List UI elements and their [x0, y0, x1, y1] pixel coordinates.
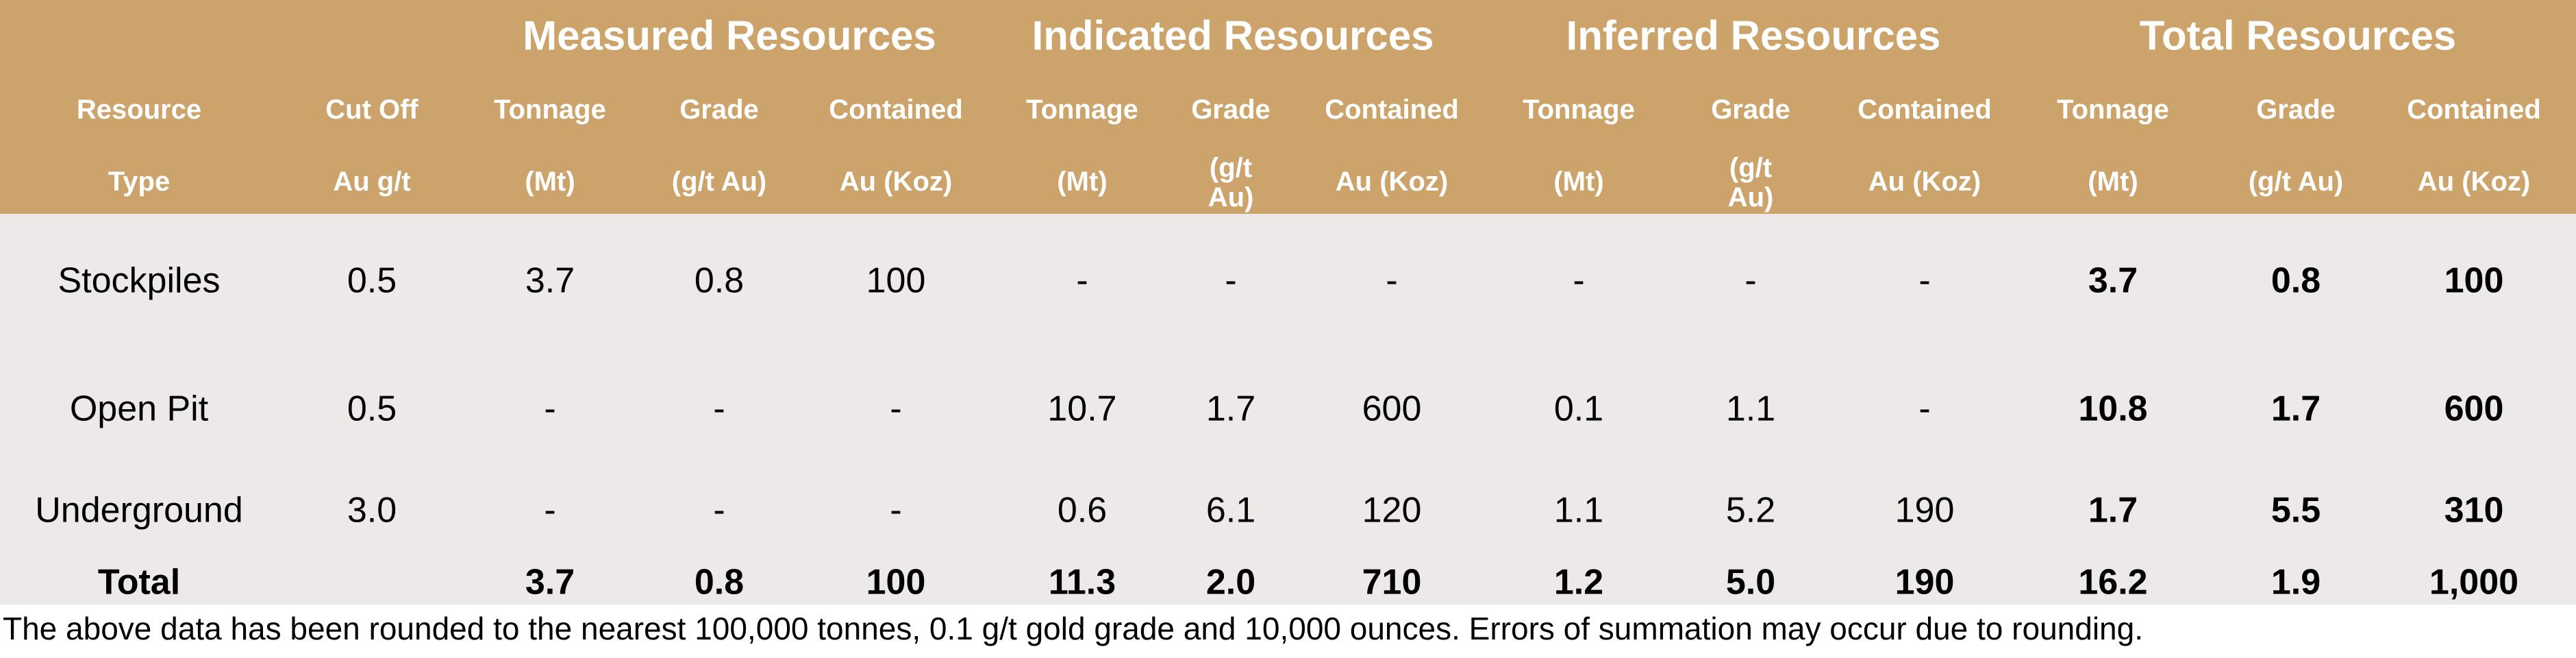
column-header: Resource: [76, 95, 202, 125]
column-header: Grade: [679, 95, 759, 125]
table-cell: 0.5: [347, 389, 397, 429]
table-cell: -: [1918, 389, 1931, 429]
column-header: Tonnage: [1026, 95, 1138, 125]
table-cell: 100: [866, 260, 926, 301]
total-cell: 190: [1895, 562, 1955, 602]
table-cell: 3.7: [2088, 260, 2138, 301]
total-cell: 1.2: [1553, 562, 1604, 602]
table-body: [0, 214, 2576, 605]
table-cell: 5.2: [1725, 490, 1776, 531]
column-header-unit: Type: [108, 167, 171, 197]
table-cell: -: [890, 490, 902, 531]
row-label: Stockpiles: [58, 260, 221, 301]
table-cell: 190: [1895, 490, 1955, 531]
table-cell: -: [1386, 260, 1398, 301]
total-cell: 0.8: [694, 562, 745, 602]
table-cell: 1.7: [1205, 389, 1256, 429]
table-cell: 6.1: [1205, 490, 1256, 531]
column-header-unit: (g/t Au): [671, 167, 767, 197]
group-total: Total Resources: [2139, 12, 2457, 59]
total-cell: 11.3: [1048, 562, 1116, 602]
table-cell: 0.8: [2271, 260, 2321, 301]
total-cell: 3.7: [525, 562, 575, 602]
table-header: [0, 0, 2576, 214]
column-header-unit: Au): [1727, 182, 1774, 212]
table-cell: 10.7: [1047, 389, 1117, 429]
column-header: Tonnage: [494, 95, 606, 125]
table-cell: 1.7: [2088, 490, 2138, 531]
total-label: Total: [97, 562, 181, 602]
table-cell: 120: [1362, 490, 1422, 531]
column-header: Tonnage: [1523, 95, 1635, 125]
total-cell: 710: [1362, 562, 1422, 602]
column-header-unit: Au): [1208, 182, 1254, 212]
total-cell: 1,000: [2429, 562, 2519, 602]
column-header: Grade: [1191, 95, 1271, 125]
column-header-unit: Au (Koz): [2417, 167, 2531, 197]
total-cell: 16.2: [2078, 562, 2148, 602]
group-inferred: Inferred Resources: [1566, 12, 1941, 59]
table-cell: 100: [2444, 260, 2504, 301]
column-header: Contained: [1858, 95, 1992, 125]
group-indicated: Indicated Resources: [1031, 12, 1434, 59]
table-cell: 310: [2444, 490, 2504, 531]
table-cell: -: [1745, 260, 1757, 301]
table-cell: -: [1573, 260, 1585, 301]
table-cell: -: [713, 490, 725, 531]
total-cell: 1.9: [2271, 562, 2321, 602]
table-cell: 5.5: [2271, 490, 2321, 531]
total-cell: 5.0: [1725, 562, 1776, 602]
row-label: Open Pit: [69, 389, 209, 429]
table-cell: 0.6: [1057, 490, 1108, 531]
table-cell: -: [1225, 260, 1237, 301]
footnote: The above data has been rounded to the n…: [3, 611, 2143, 646]
table-cell: -: [544, 389, 556, 429]
column-header-unit: (Mt): [1057, 167, 1108, 197]
column-header-unit: Au (Koz): [1335, 167, 1449, 197]
column-header-unit: (g/t Au): [2248, 167, 2344, 197]
table-cell: 3.7: [525, 260, 575, 301]
column-header-unit: (Mt): [2088, 167, 2138, 197]
table-cell: 1.1: [1725, 389, 1776, 429]
table-cell: -: [544, 490, 556, 531]
column-header-unit: (Mt): [525, 167, 575, 197]
total-cell: 100: [866, 562, 926, 602]
table-cell: 0.5: [347, 260, 397, 301]
table-cell: -: [1918, 260, 1931, 301]
table-cell: -: [1076, 260, 1088, 301]
table-cell: 0.8: [694, 260, 745, 301]
table-cell: -: [713, 389, 725, 429]
column-header-unit: (Mt): [1553, 167, 1604, 197]
row-label: Underground: [35, 490, 243, 531]
table-cell: -: [890, 389, 902, 429]
column-header-unit: Au (Koz): [839, 167, 953, 197]
column-header-unit: Au (Koz): [1868, 167, 1981, 197]
column-header: Tonnage: [2057, 95, 2169, 125]
table-cell: 0.1: [1553, 389, 1604, 429]
table-cell: 600: [1362, 389, 1422, 429]
column-header-unit: Au g/t: [333, 167, 411, 197]
table-cell: 600: [2444, 389, 2504, 429]
column-header: Grade: [1711, 95, 1790, 125]
column-header: Contained: [829, 95, 963, 125]
column-header-unit: (g/t: [1729, 153, 1773, 183]
column-header: Grade: [2256, 95, 2336, 125]
column-header: Cut Off: [325, 95, 418, 125]
column-header: Contained: [1325, 95, 1459, 125]
table-cell: 10.8: [2078, 389, 2148, 429]
table-cell: 1.1: [1553, 490, 1604, 531]
group-measured: Measured Resources: [523, 12, 936, 59]
column-header: Contained: [2407, 95, 2541, 125]
column-header-unit: (g/t: [1209, 153, 1253, 183]
total-cell: 2.0: [1205, 562, 1256, 602]
table-cell: 1.7: [2271, 389, 2321, 429]
table-cell: 3.0: [347, 490, 397, 531]
